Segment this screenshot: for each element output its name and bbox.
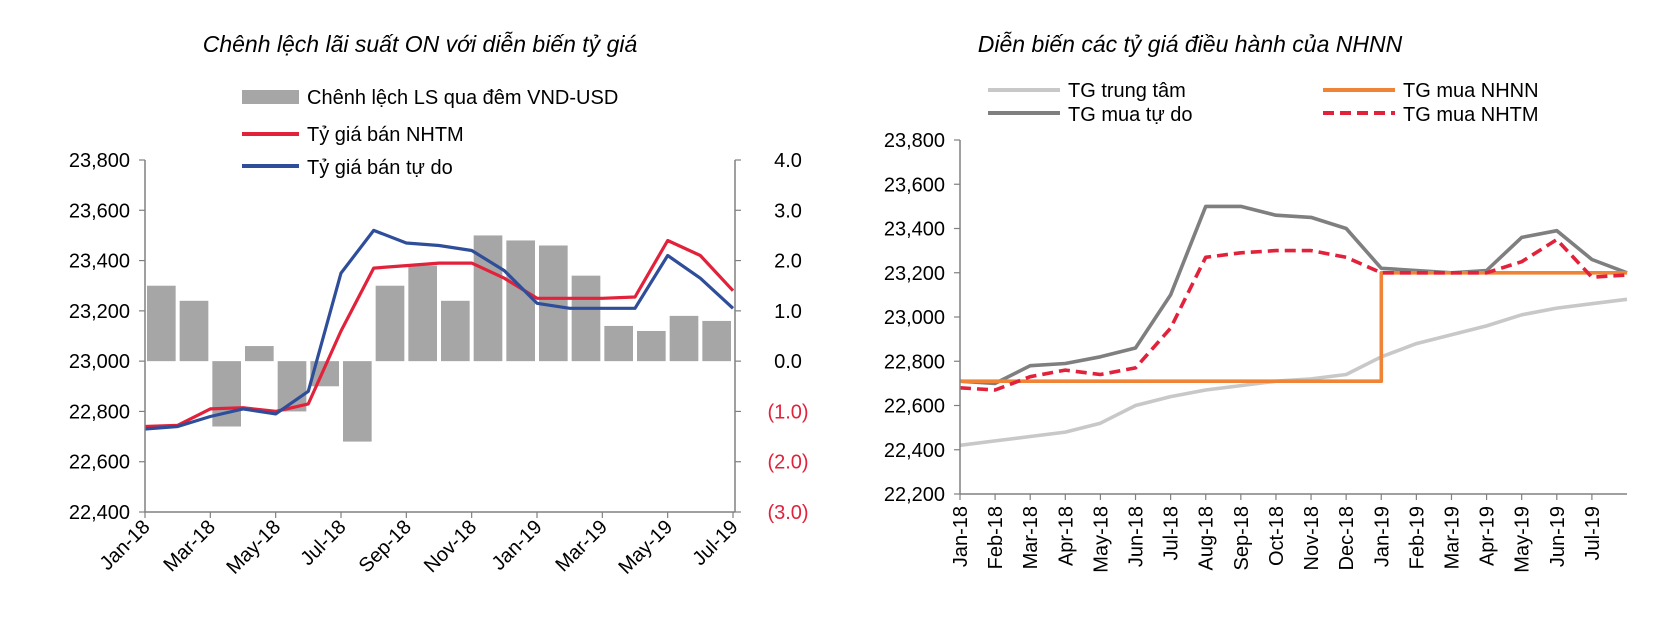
x-tick-label-mar-18: Mar-18 xyxy=(160,516,220,576)
chart-left-y2-tick-labels: (3.0) (2.0) (1.0) 0.0 1.0 2.0 3.0 4.0 xyxy=(735,150,809,524)
x-tick-label-sep-18: Sep-18 xyxy=(355,516,416,577)
y-tick-label-23-600: 23,600 xyxy=(69,200,130,222)
legend-label-tudo: Tỷ giá bán tự do xyxy=(307,157,453,179)
chart-left: Chênh lệch lãi suất ON với diễn biến tỷ … xyxy=(69,30,809,579)
y2-tick-label-1-0: (1.0) xyxy=(767,401,808,423)
y2-tick-label-1-0: 1.0 xyxy=(774,301,802,323)
y-tick-label-23-600: 23,600 xyxy=(884,174,945,196)
y-tick-label-22-200: 22,200 xyxy=(884,484,945,506)
chart-left-x-tick-labels: Jan-18 Mar-18 May-18 Jul-18 Sep-18 Nov-18 Jan-… xyxy=(96,512,743,579)
x-tick-label-apr-18: Apr-18 xyxy=(1055,506,1077,566)
spread-bar xyxy=(212,361,241,427)
x-tick-label-aug-18: Aug-18 xyxy=(1196,506,1218,571)
y-tick-label-22-800: 22,800 xyxy=(884,351,945,373)
spread-bar xyxy=(669,315,699,362)
chart-left-y-tick-labels: 22,400 22,600 22,800 23,000 23,200 23,400 23,6… xyxy=(69,150,145,524)
x-tick-label-jan-18: Jan-18 xyxy=(950,506,972,567)
x-tick-label-jan-18: Jan-18 xyxy=(96,516,155,575)
legend-swatch-spread xyxy=(242,90,299,104)
legend-label-spread: Chênh lệch LS qua đêm VND-USD xyxy=(307,87,618,109)
spread-bar xyxy=(408,265,437,362)
x-tick-label-jun-18: Jun-18 xyxy=(1126,506,1148,567)
x-tick-label-sep-18: Sep-18 xyxy=(1231,506,1253,571)
x-tick-label-jun-19: Jun-19 xyxy=(1547,506,1569,567)
spread-bar xyxy=(147,285,176,362)
spread-bar xyxy=(441,300,470,362)
chart-left-lines xyxy=(144,228,735,431)
legend-label-nhtm-right: TG mua NHTM xyxy=(1403,104,1539,126)
legend-label-nhtm: Tỷ giá bán NHTM xyxy=(307,124,464,146)
y-tick-label-22-600: 22,600 xyxy=(69,452,130,474)
x-tick-label-mar-19: Mar-19 xyxy=(1441,506,1463,569)
chart-left-legend: Chênh lệch LS qua đêm VND-USD Tỷ giá bán… xyxy=(242,87,618,179)
y2-tick-label-4-0: 4.0 xyxy=(774,150,802,172)
x-tick-label-nov-18: Nov-18 xyxy=(420,516,481,577)
x-tick-label-jul-19: Jul-19 xyxy=(1582,506,1604,560)
x-tick-label-may-18: May-18 xyxy=(1090,506,1112,573)
spread-bar xyxy=(245,346,274,362)
chart-right-legend: TG trung tâm TG mua NHNN TG mua tự do TG… xyxy=(988,80,1539,126)
x-tick-label-nov-18: Nov-18 xyxy=(1301,506,1323,570)
chart-right-lines xyxy=(959,204,1628,448)
y-tick-label-22-400: 22,400 xyxy=(69,502,130,524)
x-tick-label-jan-19: Jan-19 xyxy=(488,516,547,575)
y-tick-label-23-800: 23,800 xyxy=(69,150,130,172)
y2-tick-label-0-0: 0.0 xyxy=(774,351,802,373)
x-tick-label-jul-18: Jul-18 xyxy=(296,516,350,570)
y-tick-label-23-000: 23,000 xyxy=(69,351,130,373)
chart-right-title: Diễn biến các tỷ giá điều hành của NHNN xyxy=(978,30,1403,57)
y-tick-label-23-800: 23,800 xyxy=(884,130,945,152)
x-tick-label-oct-18: Oct-18 xyxy=(1266,506,1288,566)
y2-tick-label-3-0: 3.0 xyxy=(774,200,802,222)
chart-right-y-tick-labels: 22,200 22,400 22,600 22,800 23,000 23,200 23,4… xyxy=(884,130,960,506)
legend-label-trungtam: TG trung tâm xyxy=(1068,80,1186,102)
y2-tick-label-3-0: (3.0) xyxy=(767,502,808,524)
x-tick-label-may-19: May-19 xyxy=(1512,506,1534,573)
x-tick-label-dec-18: Dec-18 xyxy=(1336,506,1358,570)
x-tick-label-apr-19: Apr-19 xyxy=(1477,506,1499,566)
line-tudo-right xyxy=(959,204,1628,386)
y2-tick-label-2-0: 2.0 xyxy=(774,251,802,273)
y-tick-label-22-800: 22,800 xyxy=(69,401,130,423)
x-tick-label-mar-18: Mar-18 xyxy=(1020,506,1042,569)
spread-bar xyxy=(506,240,535,362)
y-tick-label-22-600: 22,600 xyxy=(884,396,945,418)
spread-bar xyxy=(604,325,633,362)
y-tick-label-23-000: 23,000 xyxy=(884,307,945,329)
x-tick-label-may-19: May-19 xyxy=(614,516,677,579)
y-tick-label-23-200: 23,200 xyxy=(884,263,945,285)
legend-label-nhnn: TG mua NHNN xyxy=(1403,80,1539,102)
y2-tick-label-2-0: (2.0) xyxy=(767,452,808,474)
chart-left-bars xyxy=(147,235,731,442)
spread-bar xyxy=(571,275,601,362)
x-tick-label-jul-19: Jul-19 xyxy=(688,516,742,570)
y-tick-label-23-400: 23,400 xyxy=(69,251,130,273)
legend-label-tudo-right: TG mua tự do xyxy=(1068,104,1193,126)
line-nhtm-right xyxy=(959,237,1628,392)
x-tick-label-feb-19: Feb-19 xyxy=(1406,506,1428,569)
x-tick-label-mar-19: Mar-19 xyxy=(552,516,612,576)
spread-bar xyxy=(343,361,372,442)
spread-bar xyxy=(179,300,209,362)
y-tick-label-23-400: 23,400 xyxy=(884,219,945,241)
spread-bar xyxy=(637,330,666,362)
x-tick-label-feb-18: Feb-18 xyxy=(985,506,1007,569)
y-tick-label-22-400: 22,400 xyxy=(884,440,945,462)
chart-right-x-tick-labels: Jan-18 Feb-18 Mar-18 Apr-18 May-18 Jun-18 Jul-… xyxy=(950,494,1604,573)
x-tick-label-may-18: May-18 xyxy=(222,516,285,579)
chart-right: Diễn biến các tỷ giá điều hành của NHNN … xyxy=(884,30,1628,573)
y-tick-label-23-200: 23,200 xyxy=(69,301,130,323)
spread-bar xyxy=(375,285,405,362)
x-tick-label-jan-19: Jan-19 xyxy=(1371,506,1393,567)
chart-left-title: Chênh lệch lãi suất ON với diễn biến tỷ … xyxy=(203,30,638,57)
x-tick-label-jul-18: Jul-18 xyxy=(1161,506,1183,560)
spread-bar xyxy=(702,320,731,362)
